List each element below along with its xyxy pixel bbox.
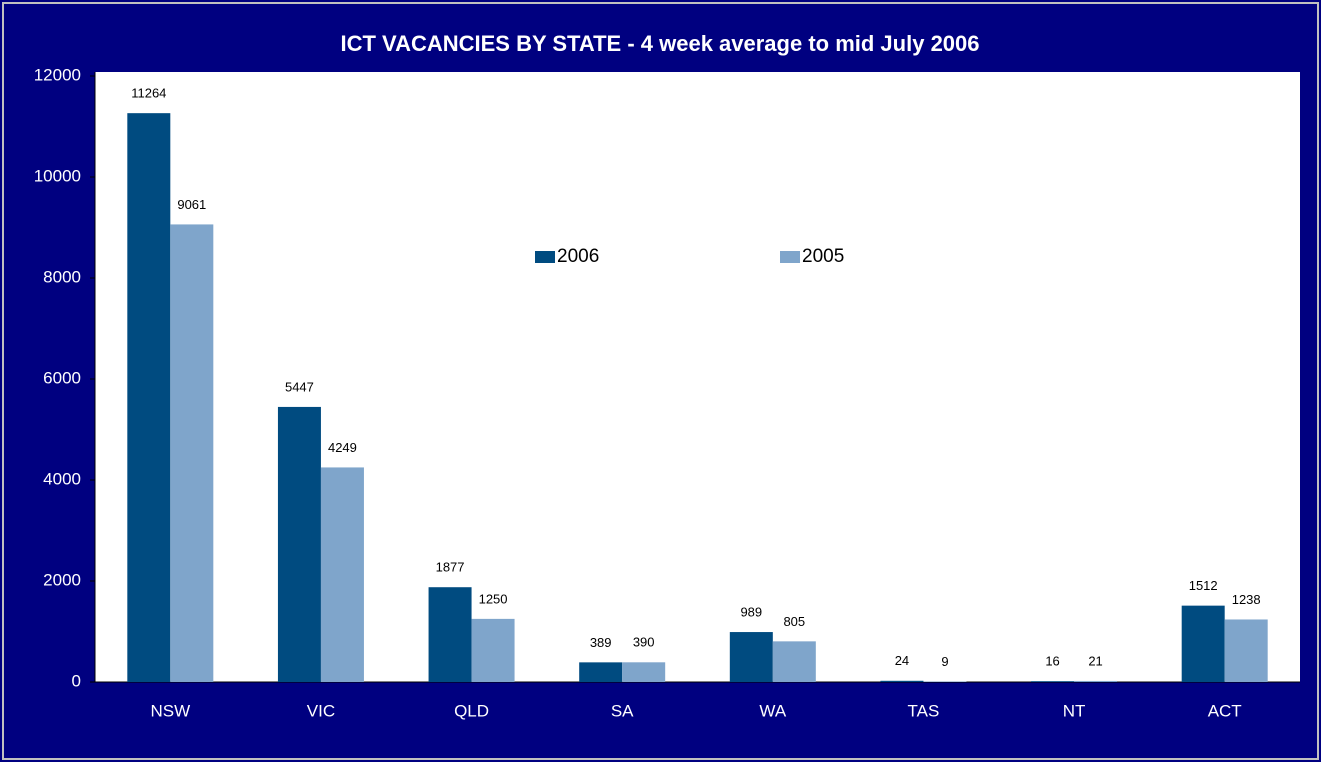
legend-swatch xyxy=(535,251,555,263)
y-tick-label: 2000 xyxy=(43,570,81,589)
x-tick-label: NSW xyxy=(150,701,190,720)
legend-label: 2005 xyxy=(802,246,844,267)
x-tick-label: WA xyxy=(759,701,786,720)
bar xyxy=(428,587,472,682)
x-tick-label: VIC xyxy=(307,701,335,720)
y-tick-label: 8000 xyxy=(43,267,81,286)
data-label: 4249 xyxy=(328,440,357,455)
y-tick-label: 0 xyxy=(72,671,81,690)
legend-swatch xyxy=(780,251,800,263)
data-label: 389 xyxy=(590,635,612,650)
x-tick-label: TAS xyxy=(908,701,940,720)
data-label: 24 xyxy=(895,653,909,668)
data-label: 9061 xyxy=(177,197,206,212)
plot-area xyxy=(95,72,1300,682)
data-label: 1250 xyxy=(479,591,508,606)
data-label: 1512 xyxy=(1189,578,1218,593)
x-tick-label: QLD xyxy=(454,701,489,720)
data-label: 11264 xyxy=(131,86,166,101)
data-label: 989 xyxy=(740,604,762,619)
chart-title: ICT VACANCIES BY STATE - 4 week average … xyxy=(340,31,979,56)
y-tick-label: 4000 xyxy=(43,469,81,488)
bar xyxy=(1224,619,1268,682)
data-label: 5447 xyxy=(285,379,314,394)
bar xyxy=(1031,681,1075,682)
bar xyxy=(127,113,171,683)
bar xyxy=(880,680,924,682)
y-tick-label: 6000 xyxy=(43,368,81,387)
bar xyxy=(320,467,364,682)
bar xyxy=(170,224,214,682)
data-label: 21 xyxy=(1088,653,1102,668)
x-tick-label: SA xyxy=(611,701,634,720)
data-label: 805 xyxy=(783,614,805,629)
bar xyxy=(1074,680,1118,682)
data-label: 16 xyxy=(1045,654,1059,669)
x-tick-label: NT xyxy=(1063,701,1086,720)
bar xyxy=(471,618,515,682)
bar xyxy=(729,632,773,682)
bar xyxy=(622,662,666,682)
data-label: 1238 xyxy=(1232,592,1261,607)
legend-label: 2006 xyxy=(557,246,599,267)
bar xyxy=(277,406,321,682)
data-label: 390 xyxy=(633,635,655,650)
bar xyxy=(1181,605,1225,682)
data-label: 9 xyxy=(941,654,948,669)
bar xyxy=(579,662,623,682)
x-tick-label: ACT xyxy=(1208,701,1242,720)
data-label: 1877 xyxy=(436,560,465,575)
bar xyxy=(772,641,816,682)
y-tick-label: 12000 xyxy=(34,65,81,84)
y-tick-label: 10000 xyxy=(34,166,81,185)
